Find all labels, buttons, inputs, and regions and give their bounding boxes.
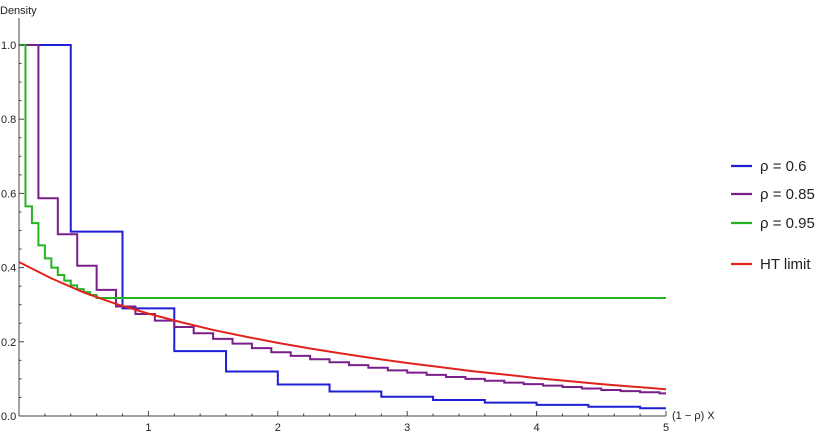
legend-label: HT limit (760, 256, 811, 273)
legend-label: ρ = 0.85 (760, 186, 815, 203)
legend: ρ = 0.6 ρ = 0.85 ρ = 0.95 HT limit (731, 158, 815, 273)
x-tick-label: 3 (404, 422, 410, 434)
y-axis-title: Density (0, 5, 37, 17)
x-tick-label: 1 (145, 422, 151, 434)
series-line-2 (19, 44, 666, 395)
y-tick-label: 0.6 (1, 188, 16, 200)
x-axis-title: (1 − ρ) X (672, 410, 715, 422)
y-tick-label: 0.4 (1, 263, 16, 275)
y-tick-label: 1.0 (1, 40, 16, 52)
x-tick-label: 4 (534, 422, 540, 434)
x-tick-label: 5 (663, 422, 669, 434)
series-line-3 (19, 44, 666, 300)
axes-layer: Density (1 − ρ) X (0, 5, 715, 422)
series-line-4 (18, 261, 667, 391)
y-tick-label: 0.0 (1, 411, 16, 423)
legend-label: ρ = 0.6 (760, 158, 806, 175)
x-tick-label: 2 (275, 422, 281, 434)
y-tick-label: 0.8 (1, 114, 16, 126)
plot-layer (18, 44, 667, 410)
ticks-layer: 1 2 3 4 5 0.0 0.2 0.4 0.6 0.8 1.0 (1, 40, 669, 434)
legend-label: ρ = 0.95 (760, 215, 815, 232)
y-tick-label: 0.2 (1, 337, 16, 349)
